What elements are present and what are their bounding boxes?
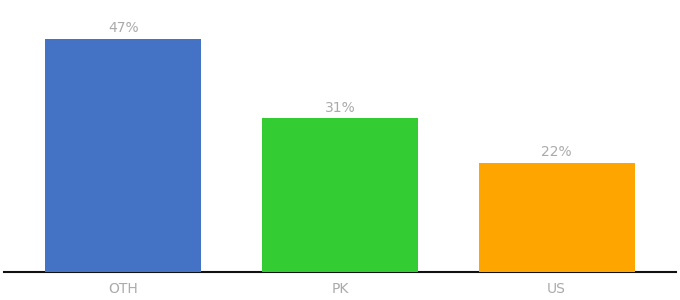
Bar — [46, 39, 201, 272]
Bar — [262, 118, 418, 272]
Text: 22%: 22% — [541, 146, 572, 160]
Bar — [479, 163, 634, 272]
Text: 31%: 31% — [324, 101, 356, 115]
Text: 47%: 47% — [108, 21, 139, 35]
